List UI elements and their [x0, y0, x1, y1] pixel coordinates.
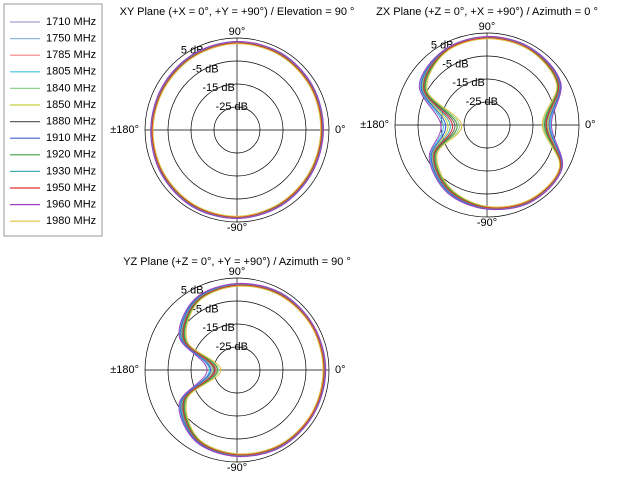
- ring-grid-line: [463, 101, 511, 149]
- radial-tick-label: -5 dB: [192, 63, 218, 75]
- angle-tick-label: 0°: [335, 364, 346, 376]
- ring-grid-line: [167, 60, 307, 200]
- angle-tick-label: 0°: [335, 124, 346, 136]
- angle-tick-label: ±180°: [110, 124, 139, 136]
- ring-grid-line: [213, 106, 261, 154]
- radial-tick-label: -15 dB: [202, 82, 234, 94]
- pattern-curve: [185, 285, 324, 455]
- chart-title: XY Plane (+X = 0°, +Y = +90°) / Elevatio…: [120, 6, 355, 18]
- pattern-curve: [426, 38, 561, 208]
- ring-grid-line: [394, 32, 580, 218]
- ring-grid-line: [417, 55, 557, 195]
- angle-tick-label: -90°: [477, 217, 497, 229]
- legend-label: 1920 MHz: [46, 149, 96, 161]
- angle-tick-label: -90°: [227, 462, 247, 474]
- ring-grid-line: [144, 277, 330, 463]
- pattern-curve: [423, 37, 562, 209]
- radial-tick-label: -15 dB: [452, 77, 484, 89]
- legend-label: 1930 MHz: [46, 165, 96, 177]
- ring-grid-line: [144, 37, 330, 223]
- radial-tick-label: 5 dB: [181, 285, 204, 297]
- angle-tick-label: 0°: [585, 119, 596, 131]
- pattern-curve: [150, 40, 324, 220]
- angle-tick-label: -90°: [227, 222, 247, 234]
- legend-label: 1960 MHz: [46, 199, 96, 211]
- radial-tick-label: -25 dB: [466, 96, 498, 108]
- radial-tick-label: -25 dB: [216, 101, 248, 113]
- chart-title: YZ Plane (+Z = 0°, +Y = +90°) / Azimuth …: [123, 256, 351, 268]
- pattern-curve: [418, 35, 564, 211]
- pattern-curve: [178, 282, 327, 458]
- angle-tick-label: 90°: [479, 21, 496, 33]
- pattern-curve: [182, 284, 325, 456]
- radial-tick-label: -5 dB: [192, 303, 218, 315]
- radial-tick-label: -15 dB: [202, 322, 234, 334]
- legend-label: 1880 MHz: [46, 116, 96, 128]
- angle-tick-label: ±180°: [110, 364, 139, 376]
- legend-label: 1840 MHz: [46, 82, 96, 94]
- legend-label: 1710 MHz: [46, 16, 96, 28]
- angle-tick-label: 90°: [229, 26, 246, 38]
- ring-grid-line: [190, 323, 284, 417]
- legend-box: [3, 3, 103, 237]
- chart-title: ZX Plane (+Z = 0°, +X = +90°) / Azimuth …: [376, 6, 598, 18]
- legend-label: 1805 MHz: [46, 66, 96, 78]
- legend-label: 1785 MHz: [46, 49, 96, 61]
- radial-tick-label: -25 dB: [216, 341, 248, 353]
- legend-label: 1980 MHz: [46, 215, 96, 227]
- legend-label: 1950 MHz: [46, 182, 96, 194]
- ring-grid-line: [167, 300, 307, 440]
- radial-tick-label: -5 dB: [442, 58, 468, 70]
- angle-tick-label: 90°: [229, 266, 246, 278]
- legend-label: 1910 MHz: [46, 132, 96, 144]
- ring-grid-line: [190, 83, 284, 177]
- angle-tick-label: ±180°: [360, 119, 389, 131]
- legend-label: 1750 MHz: [46, 33, 96, 45]
- pattern-curve: [151, 42, 323, 218]
- pattern-curve: [152, 43, 322, 217]
- legend-label: 1850 MHz: [46, 99, 96, 111]
